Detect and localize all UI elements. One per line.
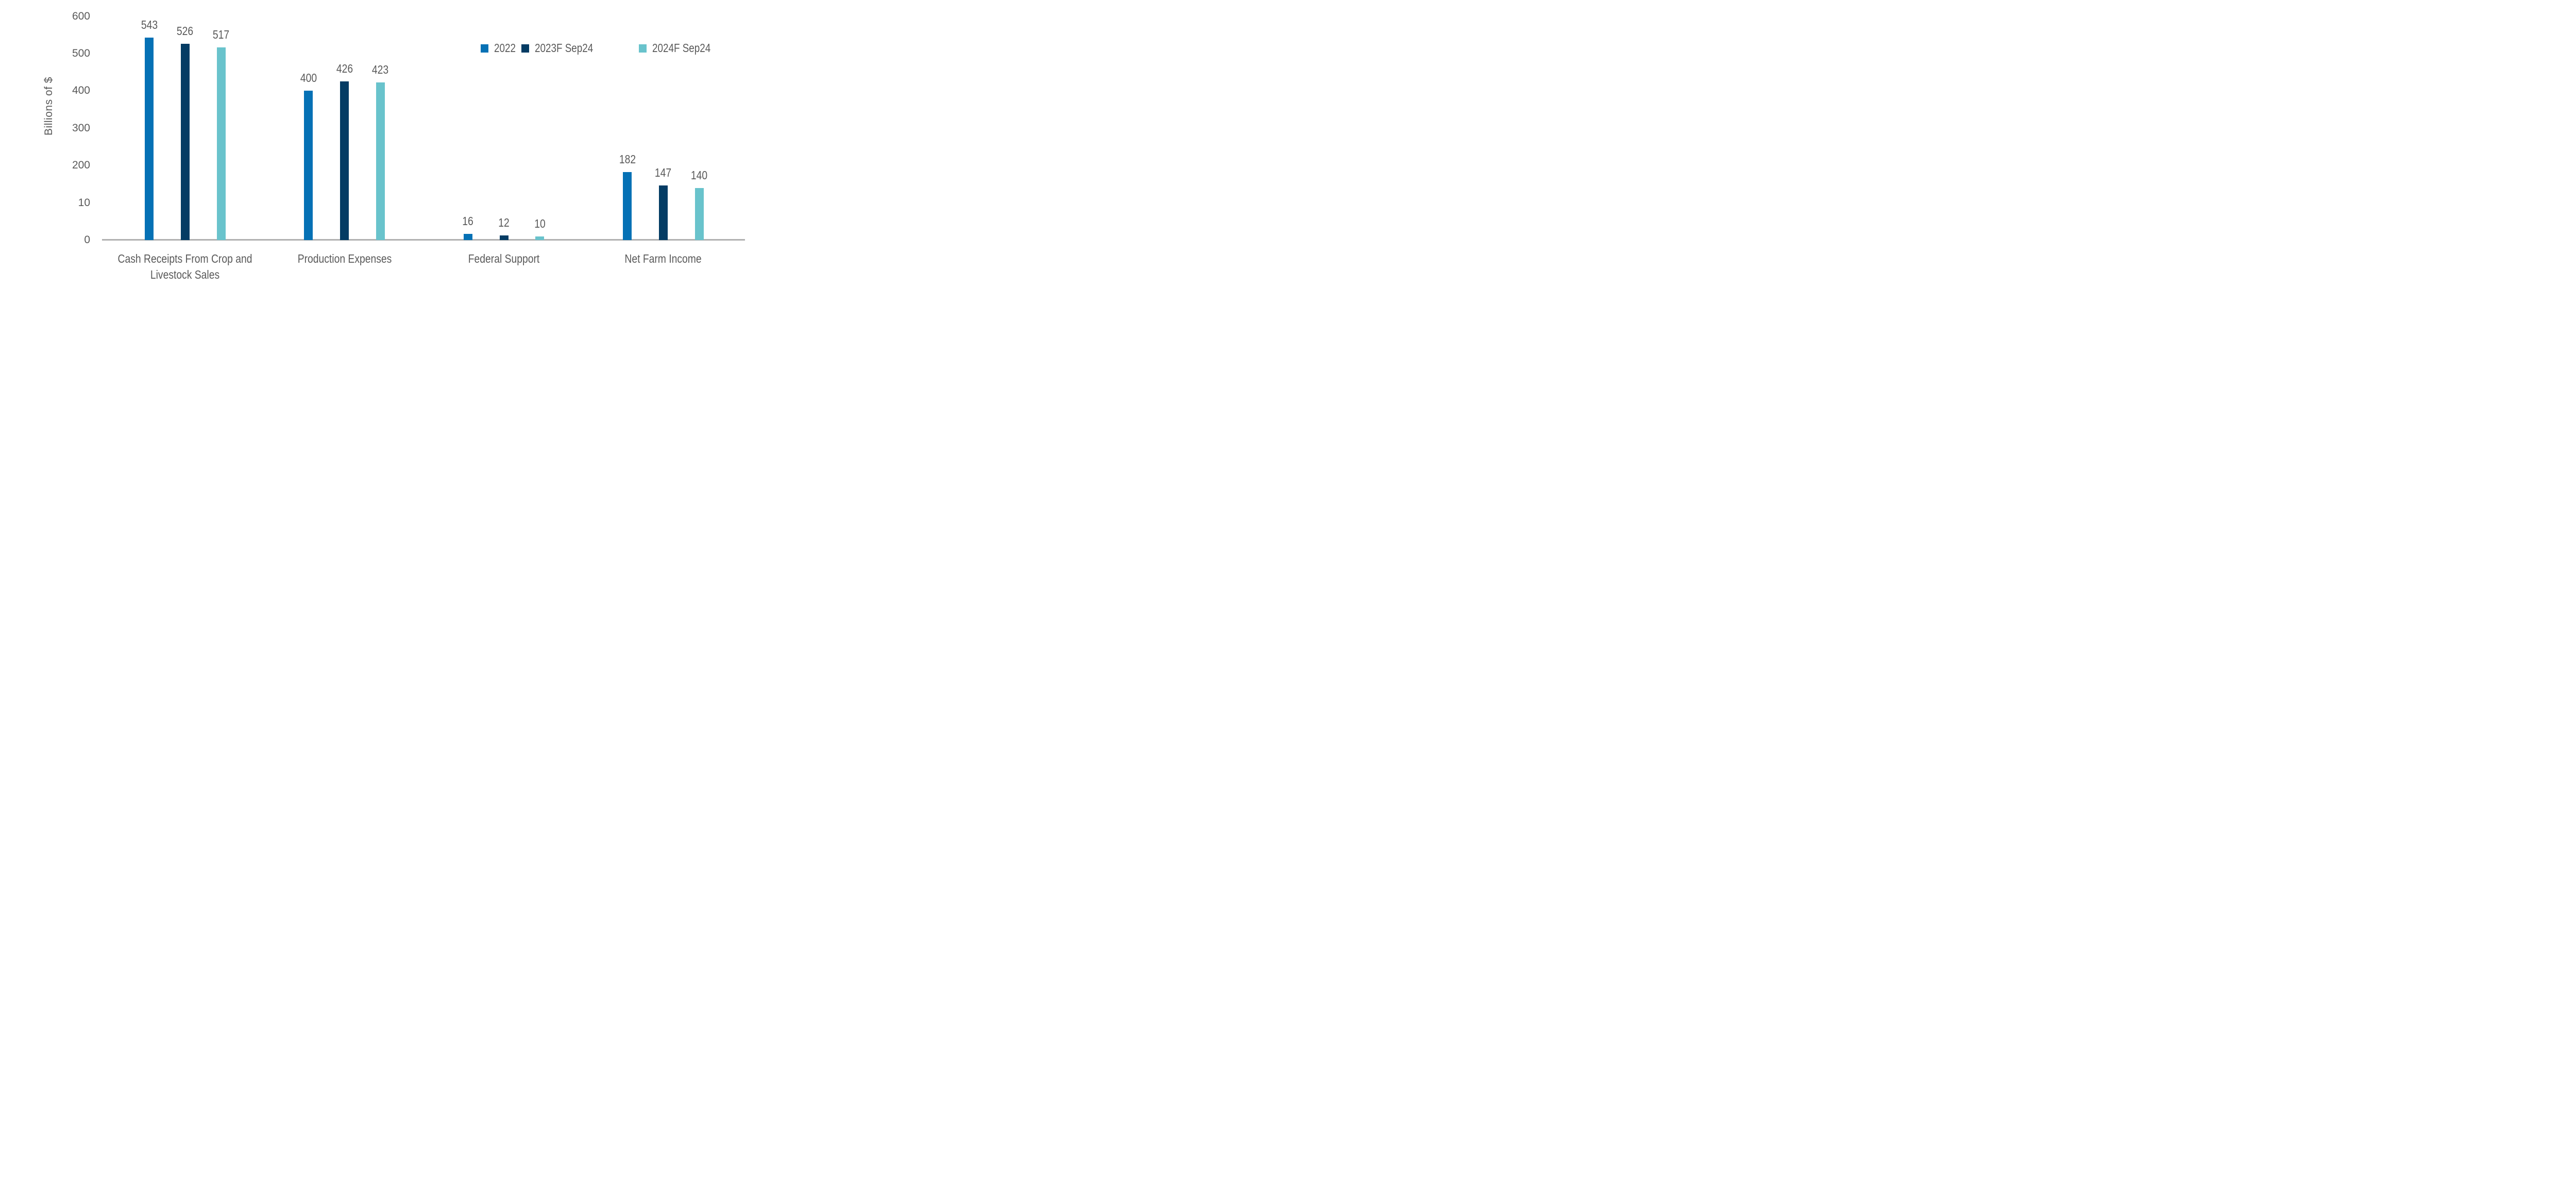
y-tick-label: 10 (78, 196, 90, 209)
value-label: 16 (462, 214, 473, 228)
legend-item: 2023F Sep24 (521, 41, 606, 55)
value-label: 426 (336, 61, 353, 75)
y-tick-label: 600 (72, 10, 90, 22)
category-label: Net Farm Income (585, 251, 741, 267)
value-label: 12 (498, 216, 510, 230)
bar (694, 188, 704, 240)
category-label-line: Cash Receipts From Crop and (117, 252, 252, 265)
value-label: 400 (300, 71, 317, 85)
bar (463, 234, 472, 240)
bar (376, 82, 385, 240)
category-label: Federal Support (426, 251, 582, 267)
legend-swatch (639, 44, 647, 53)
value-label: 182 (619, 152, 636, 166)
category-label: Cash Receipts From Crop and Livestock Sal… (107, 251, 263, 283)
bar (304, 91, 313, 240)
legend-swatch (521, 44, 529, 53)
y-tick-label: 300 (72, 122, 90, 134)
legend-item: 2024F Sep24 (639, 41, 723, 55)
value-label: 526 (177, 24, 194, 38)
bar (180, 44, 190, 240)
value-label: 543 (141, 18, 158, 31)
x-axis-line (102, 239, 745, 241)
legend-label: 2023F Sep24 (535, 41, 594, 55)
bar (216, 47, 226, 240)
y-tick-label: 200 (72, 159, 90, 172)
category-label-line: Production Expenses (297, 252, 392, 265)
value-label: 10 (534, 216, 546, 230)
category-label: Production Expenses (266, 251, 422, 267)
bar (623, 172, 632, 240)
y-tick-label: 500 (72, 47, 90, 59)
legend-label: 2022 (494, 41, 516, 55)
bar (535, 236, 545, 240)
value-label: 147 (655, 165, 672, 179)
legend-swatch (481, 44, 488, 53)
y-tick-label: 400 (72, 84, 90, 97)
value-label: 517 (212, 27, 230, 41)
category-label-line: Livestock Sales (150, 268, 220, 281)
category-label-line: Net Farm Income (624, 252, 702, 265)
y-axis-title: Billions of $ (43, 77, 55, 135)
legend-label: 2024F Sep24 (652, 41, 711, 55)
category-label-line: Federal Support (468, 252, 540, 265)
bar (499, 235, 509, 240)
bar (658, 185, 668, 240)
bar (145, 37, 154, 240)
value-label: 140 (690, 168, 708, 182)
bar (340, 81, 349, 240)
value-label: 423 (372, 62, 389, 76)
bar-chart: Billions of $ 600 500 400 300 200 10 0 543 400 16… (0, 0, 773, 297)
legend-item: 2022 (481, 41, 520, 55)
y-tick-label: 0 (84, 234, 90, 246)
